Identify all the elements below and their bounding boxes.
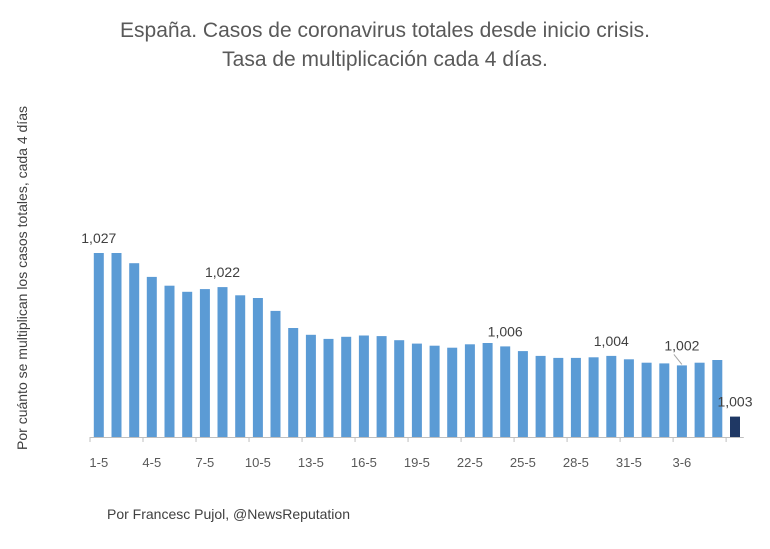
bar-2-6 [659, 363, 670, 437]
bar-30-5 [606, 355, 617, 437]
bar-29-5 [588, 357, 599, 437]
x-tick-label: 19-5 [404, 455, 430, 470]
data-label: 1,027 [81, 230, 116, 246]
bar-21-5 [447, 347, 458, 437]
x-tick-label: 10-5 [245, 455, 271, 470]
bar-2-5 [111, 253, 122, 437]
bar-24-5 [500, 346, 511, 437]
x-tick-label: 28-5 [563, 455, 589, 470]
bar-16-5 [358, 335, 369, 437]
bar-7-5 [199, 289, 210, 437]
data-label: 1,002 [664, 337, 699, 353]
bar-15-5 [341, 336, 352, 437]
x-tick-label: 31-5 [616, 455, 642, 470]
chart-title-line1: España. Casos de coronavirus totales des… [120, 19, 650, 42]
bar-1-6 [641, 362, 652, 437]
bar-5-5 [164, 285, 175, 437]
bar-22-5 [464, 344, 475, 437]
bar-4-6 [694, 362, 705, 437]
bar-1-5 [93, 253, 104, 437]
x-tick-label: 3-6 [673, 455, 692, 470]
data-label: 1,003 [717, 394, 752, 410]
x-tick-label: 16-5 [351, 455, 377, 470]
bar-19-5 [411, 343, 422, 437]
bar-4-5 [146, 276, 157, 437]
x-tick-label: 1-5 [89, 455, 108, 470]
bar-10-5 [252, 298, 263, 437]
data-label: 1,004 [594, 333, 629, 349]
bar-11-5 [270, 310, 281, 437]
chart-title: España. Casos de coronavirus totales des… [0, 16, 770, 74]
x-tick-label: 22-5 [457, 455, 483, 470]
bar-12-5 [288, 328, 299, 437]
bar-31-5 [623, 359, 634, 437]
bar-17-5 [376, 336, 387, 437]
credit-text: Por Francesc Pujol, @NewsReputation [107, 506, 350, 522]
bar-20-5 [429, 345, 440, 437]
bar-6-5 [182, 291, 193, 437]
data-label: 1,022 [205, 264, 240, 280]
bar-5-6 [712, 360, 723, 437]
bar-23-5 [482, 343, 493, 437]
x-tick-label: 25-5 [510, 455, 536, 470]
bar-14-5 [323, 338, 334, 437]
bar-3-6 [676, 365, 687, 437]
bar-3-5 [129, 263, 140, 437]
bar-25-5 [517, 351, 528, 437]
bar-18-5 [394, 340, 405, 437]
bar-9-5 [235, 295, 246, 437]
bar-27-5 [553, 357, 564, 437]
bar-28-5 [570, 357, 581, 437]
bar-26-5 [535, 355, 546, 437]
data-label-leader-line [673, 354, 683, 365]
chart-subtitle: Tasa de multiplicación cada 4 días. [222, 48, 548, 71]
x-tick-label: 7-5 [196, 455, 215, 470]
bar-13-5 [305, 334, 316, 437]
bar-8-5 [217, 287, 228, 437]
x-tick-label: 13-5 [298, 455, 324, 470]
x-tick-label: 4-5 [142, 455, 161, 470]
data-label: 1,006 [488, 323, 523, 339]
bar-6-6 [730, 416, 740, 437]
